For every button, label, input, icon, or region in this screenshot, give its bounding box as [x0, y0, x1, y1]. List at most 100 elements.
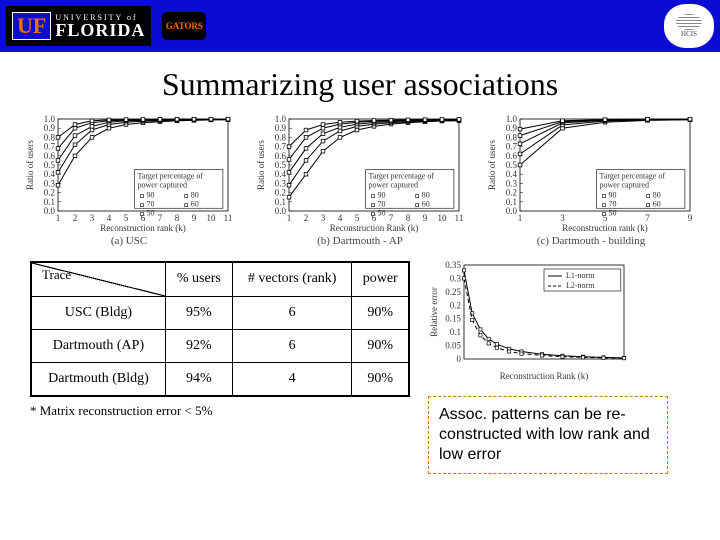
svg-text:1: 1: [56, 213, 61, 223]
svg-text:0.0: 0.0: [275, 206, 287, 216]
svg-text:2: 2: [304, 213, 309, 223]
table-body: USC (Bldg) 95% 6 90% Dartmouth (AP) 92% …: [31, 296, 409, 396]
table-footnote: * Matrix reconstruction error < 5%: [30, 403, 410, 419]
chart-a: 0.00.10.20.30.40.50.60.70.80.91.01234567…: [24, 113, 234, 247]
svg-text:9: 9: [192, 213, 197, 223]
right-column: 00.050.10.150.20.250.30.35Reconstruction…: [428, 261, 696, 474]
svg-text:7: 7: [389, 213, 394, 223]
svg-text:0.5: 0.5: [506, 160, 518, 170]
chart-a-svg: 0.00.10.20.30.40.50.60.70.80.91.01234567…: [24, 113, 234, 233]
svg-text:50: 50: [609, 209, 617, 218]
svg-text:0.6: 0.6: [44, 151, 56, 161]
svg-text:0.7: 0.7: [275, 142, 287, 152]
chart-b-svg: 0.00.10.20.30.40.50.60.70.80.91.01234567…: [255, 113, 465, 233]
svg-text:Ratio of users: Ratio of users: [25, 140, 35, 190]
svg-text:0.3: 0.3: [275, 178, 287, 188]
svg-text:60: 60: [653, 200, 661, 209]
svg-text:power captured: power captured: [369, 181, 419, 190]
svg-text:0.2: 0.2: [275, 188, 286, 198]
svg-text:90: 90: [378, 191, 386, 200]
svg-text:2: 2: [73, 213, 78, 223]
svg-text:0.2: 0.2: [450, 300, 461, 310]
svg-text:Ratio of users: Ratio of users: [256, 140, 266, 190]
svg-text:0.8: 0.8: [275, 132, 287, 142]
svg-text:90: 90: [609, 191, 617, 200]
svg-text:0.2: 0.2: [506, 188, 517, 198]
svg-text:0.0: 0.0: [44, 206, 56, 216]
svg-text:70: 70: [378, 200, 386, 209]
chart-b: 0.00.10.20.30.40.50.60.70.80.91.01234567…: [255, 113, 465, 247]
svg-text:power captured: power captured: [600, 181, 650, 190]
svg-text:L2-norm: L2-norm: [566, 281, 595, 290]
table-row: Dartmouth (AP) 92% 6 90%: [31, 329, 409, 362]
svg-text:0.9: 0.9: [506, 123, 518, 133]
svg-text:Reconstruction rank (k): Reconstruction rank (k): [562, 223, 647, 233]
svg-text:0.4: 0.4: [44, 169, 56, 179]
svg-text:Reconstruction Rank (k): Reconstruction Rank (k): [330, 223, 418, 233]
svg-text:80: 80: [422, 191, 430, 200]
lower-row: Trace % users # vectors (rank) power USC…: [0, 251, 720, 474]
chart-c-caption: (c) Dartmouth - building: [486, 235, 696, 247]
svg-text:Relative error: Relative error: [429, 287, 439, 337]
svg-text:0.3: 0.3: [506, 178, 518, 188]
svg-text:4: 4: [107, 213, 112, 223]
svg-text:9: 9: [688, 213, 693, 223]
svg-text:0.8: 0.8: [506, 132, 518, 142]
callout-box: Assoc. patterns can be re-constructed wi…: [428, 396, 668, 474]
svg-text:0.3: 0.3: [450, 273, 462, 283]
svg-text:0.2: 0.2: [44, 188, 55, 198]
svg-text:0.15: 0.15: [445, 314, 461, 324]
svg-text:Target percentage of: Target percentage of: [138, 172, 204, 181]
svg-text:0.5: 0.5: [44, 160, 56, 170]
uf-logo: UF UNIVERSITY of FLORIDA: [6, 6, 151, 46]
svg-text:4: 4: [338, 213, 343, 223]
svg-text:7: 7: [158, 213, 163, 223]
svg-text:1: 1: [518, 213, 523, 223]
gator-badge: GATORS: [161, 11, 207, 41]
col-power: power: [352, 262, 409, 296]
svg-text:8: 8: [406, 213, 411, 223]
svg-text:0.7: 0.7: [44, 142, 56, 152]
svg-text:3: 3: [321, 213, 326, 223]
globe-icon: [676, 14, 702, 30]
svg-text:Target percentage of: Target percentage of: [600, 172, 666, 181]
table-row: USC (Bldg) 95% 6 90%: [31, 296, 409, 329]
col-users: % users: [165, 262, 232, 296]
uf-block-letters: UF: [12, 12, 51, 40]
svg-text:0.7: 0.7: [506, 142, 518, 152]
slide-title: Summarizing user associations: [0, 66, 720, 103]
svg-text:80: 80: [191, 191, 199, 200]
svg-text:80: 80: [653, 191, 661, 200]
svg-text:60: 60: [422, 200, 430, 209]
svg-text:5: 5: [124, 213, 129, 223]
svg-text:5: 5: [355, 213, 360, 223]
svg-text:0.6: 0.6: [275, 151, 287, 161]
svg-text:0.05: 0.05: [445, 341, 461, 351]
top-banner: UF UNIVERSITY of FLORIDA GATORS HCIS: [0, 0, 720, 52]
svg-text:0.5: 0.5: [275, 160, 287, 170]
svg-text:0.1: 0.1: [275, 197, 286, 207]
uf-wordmark: UNIVERSITY of FLORIDA: [55, 14, 145, 37]
svg-text:60: 60: [191, 200, 199, 209]
svg-text:1.0: 1.0: [506, 114, 518, 124]
chart-b-caption: (b) Dartmouth - AP: [255, 235, 465, 247]
svg-text:Reconstruction Rank (k): Reconstruction Rank (k): [500, 371, 588, 381]
error-chart: 00.050.10.150.20.250.30.35Reconstruction…: [428, 261, 628, 386]
svg-text:0.0: 0.0: [506, 206, 518, 216]
svg-text:9: 9: [423, 213, 428, 223]
chart-c: 0.00.10.20.30.40.50.60.70.80.91.013579Re…: [486, 113, 696, 247]
svg-text:1: 1: [287, 213, 292, 223]
svg-text:0.9: 0.9: [275, 123, 287, 133]
chart-a-caption: (a) USC: [24, 235, 234, 247]
chart-c-svg: 0.00.10.20.30.40.50.60.70.80.91.013579Re…: [486, 113, 696, 233]
svg-text:10: 10: [207, 213, 217, 223]
error-chart-svg: 00.050.10.150.20.250.30.35Reconstruction…: [428, 261, 628, 381]
svg-text:0.3: 0.3: [44, 178, 56, 188]
svg-text:11: 11: [455, 213, 464, 223]
svg-text:0.1: 0.1: [450, 327, 461, 337]
charts-row: 0.00.10.20.30.40.50.60.70.80.91.01234567…: [0, 113, 720, 251]
svg-text:0.9: 0.9: [44, 123, 56, 133]
svg-text:Reconstruction rank (k): Reconstruction rank (k): [100, 223, 185, 233]
svg-text:10: 10: [438, 213, 448, 223]
col-vectors: # vectors (rank): [232, 262, 352, 296]
